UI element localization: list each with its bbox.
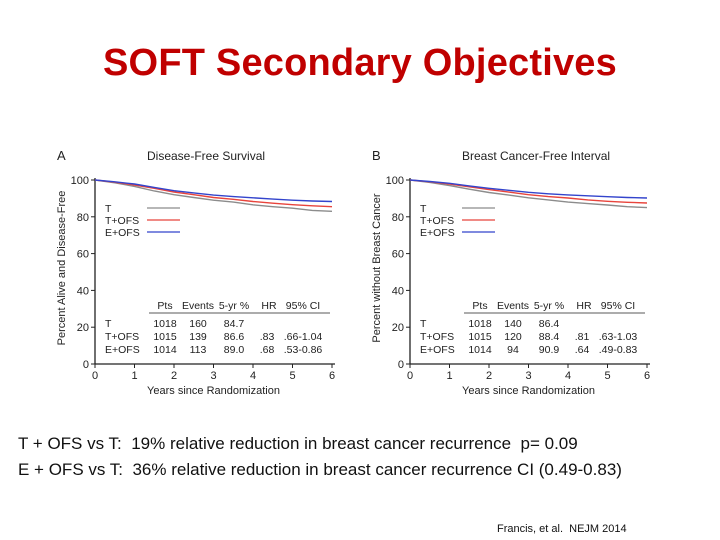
x-tick-label: 2 <box>171 370 177 382</box>
table-cell-events: 94 <box>507 344 519 356</box>
x-axis-label: Years since Randomization <box>147 385 280 397</box>
panel-letter: A <box>57 148 66 163</box>
table-row-arm: T <box>105 318 112 330</box>
table-cell-hr: .83 <box>260 331 275 343</box>
table-header: 95% CI <box>286 300 320 312</box>
x-tick-label: 6 <box>329 370 335 382</box>
table-header: Events <box>182 300 214 312</box>
table-cell-hr: .81 <box>575 331 590 343</box>
legend-label: T+OFS <box>420 215 454 227</box>
y-tick-label: 80 <box>392 212 404 224</box>
table-cell-yr5: 84.7 <box>224 318 245 330</box>
table-cell-pts: 1018 <box>153 318 177 330</box>
legend-label: E+OFS <box>105 227 140 239</box>
y-axis-label: Percent without Breast Cancer <box>371 193 383 343</box>
table-cell-ci: .66-1.04 <box>284 331 323 343</box>
slide-title: SOFT Secondary Objectives <box>103 42 617 84</box>
x-axis-label: Years since Randomization <box>462 385 595 397</box>
table-cell-hr: .64 <box>575 344 590 356</box>
table-header: HR <box>576 300 592 312</box>
summary-line-e-ofs: E + OFS vs T: 36% relative reduction in … <box>18 460 622 479</box>
table-header: 95% CI <box>601 300 635 312</box>
table-cell-pts: 1015 <box>468 331 492 343</box>
table-cell-yr5: 90.9 <box>539 344 560 356</box>
y-tick-label: 0 <box>398 359 404 371</box>
table-header: 5-yr % <box>534 300 564 312</box>
legend-label: T <box>105 203 112 215</box>
table-header: HR <box>261 300 277 312</box>
series-line-e-ofs <box>94 179 333 203</box>
panel-letter: B <box>372 148 381 163</box>
x-tick-label: 3 <box>210 370 216 382</box>
y-tick-label: 40 <box>392 285 404 297</box>
table-cell-events: 113 <box>190 344 207 356</box>
legend-label: T <box>420 203 427 215</box>
table-cell-events: 139 <box>189 331 207 343</box>
table-cell-ci: .63-1.03 <box>599 331 638 343</box>
y-tick-label: 80 <box>77 212 89 224</box>
table-cell-ci: .49-0.83 <box>599 344 638 356</box>
chart-breast-cancer-free-interval: B Breast Cancer-Free Interval020406080100… <box>371 148 650 397</box>
table-cell-yr5: 88.4 <box>539 331 560 343</box>
x-tick-label: 4 <box>250 370 256 382</box>
table-row-arm: T+OFS <box>420 331 454 343</box>
y-tick-label: 100 <box>71 175 89 187</box>
y-tick-label: 60 <box>77 249 89 261</box>
table-cell-yr5: 86.4 <box>539 318 560 330</box>
y-tick-label: 100 <box>386 175 404 187</box>
table-header: Pts <box>472 300 487 312</box>
series-line-t <box>409 179 648 209</box>
x-tick-label: 1 <box>446 370 452 382</box>
y-tick-label: 40 <box>77 285 89 297</box>
series-line-e-ofs <box>409 179 648 199</box>
summary-line-t-ofs: T + OFS vs T: 19% relative reduction in … <box>18 434 578 453</box>
chart-title: Breast Cancer-Free Interval <box>462 149 610 163</box>
x-tick-label: 4 <box>565 370 571 382</box>
table-cell-yr5: 86.6 <box>224 331 245 343</box>
table-cell-hr: .68 <box>260 344 275 356</box>
table-cell-pts: 1014 <box>153 344 177 356</box>
series-line-t <box>94 179 333 212</box>
y-tick-label: 20 <box>392 322 404 334</box>
series-line-t-ofs <box>94 179 333 208</box>
table-cell-yr5: 89.0 <box>224 344 245 356</box>
y-tick-label: 20 <box>77 322 89 334</box>
x-tick-label: 3 <box>525 370 531 382</box>
y-axis-label: Percent Alive and Disease-Free <box>56 191 68 346</box>
table-cell-pts: 1015 <box>153 331 177 343</box>
chart-title: Disease-Free Survival <box>147 149 265 163</box>
table-cell-events: 120 <box>504 331 522 343</box>
x-tick-label: 1 <box>131 370 137 382</box>
y-tick-label: 60 <box>392 249 404 261</box>
table-header: 5-yr % <box>219 300 249 312</box>
table-cell-events: 140 <box>504 318 522 330</box>
table-row-arm: T+OFS <box>105 331 139 343</box>
x-tick-label: 6 <box>644 370 650 382</box>
x-tick-label: 5 <box>289 370 295 382</box>
x-tick-label: 2 <box>486 370 492 382</box>
table-cell-pts: 1018 <box>468 318 492 330</box>
table-cell-pts: 1014 <box>468 344 492 356</box>
y-tick-label: 0 <box>83 359 89 371</box>
x-tick-label: 0 <box>407 370 413 382</box>
x-tick-label: 0 <box>92 370 98 382</box>
table-row-arm: E+OFS <box>105 344 140 356</box>
legend-label: E+OFS <box>420 227 455 239</box>
legend-label: T+OFS <box>105 215 139 227</box>
table-header: Events <box>497 300 529 312</box>
x-tick-label: 5 <box>604 370 610 382</box>
table-header: Pts <box>157 300 172 312</box>
chart-disease-free-survival: A Disease-Free Survival 0 20 40 60 80 100 0 1 2 3 4 5… <box>56 148 335 397</box>
table-row-arm: E+OFS <box>420 344 455 356</box>
table-cell-ci: .53-0.86 <box>284 344 323 356</box>
table-cell-events: 160 <box>189 318 207 330</box>
citation: Francis, et al. NEJM 2014 <box>497 523 627 535</box>
table-row-arm: T <box>420 318 427 330</box>
